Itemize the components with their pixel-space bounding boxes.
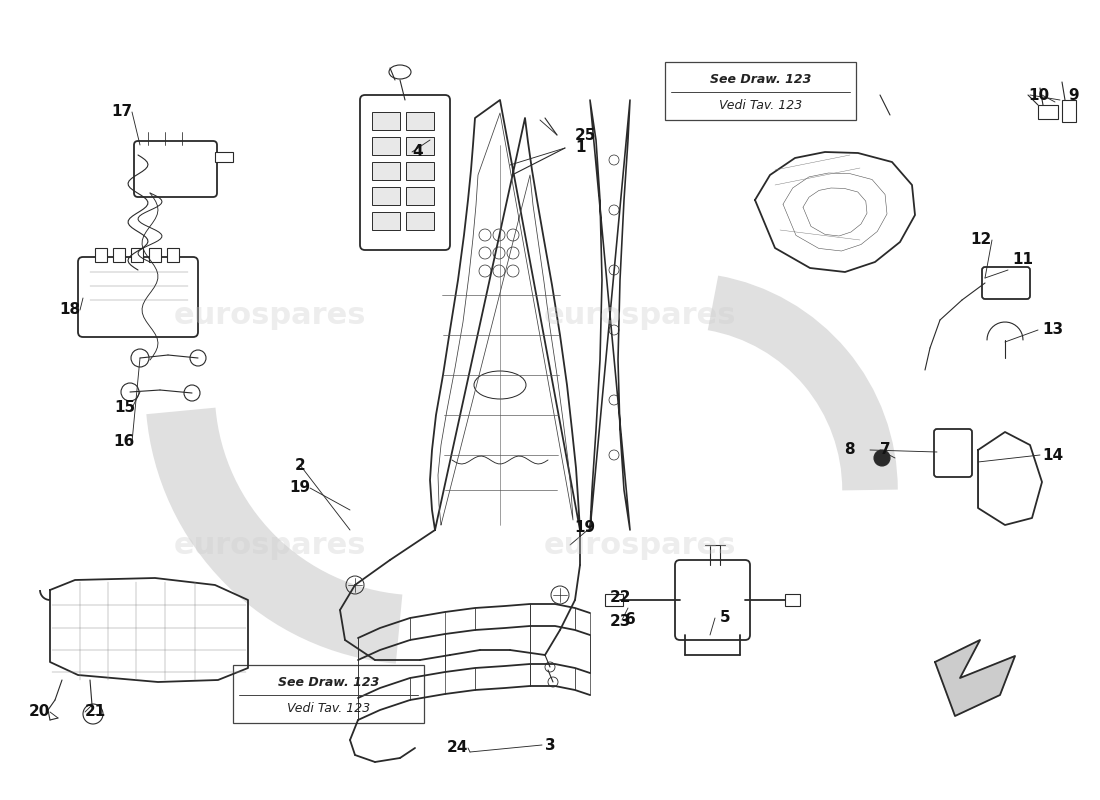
Text: Vedi Tav. 123: Vedi Tav. 123	[719, 99, 802, 112]
Text: 20: 20	[29, 705, 50, 719]
Text: 22: 22	[610, 590, 631, 606]
Circle shape	[874, 450, 890, 466]
Bar	[167, 248, 179, 262]
FancyBboxPatch shape	[360, 95, 450, 250]
Text: 10: 10	[1028, 87, 1049, 102]
Bar	[113, 248, 125, 262]
Polygon shape	[935, 640, 1015, 716]
Text: 16: 16	[113, 434, 135, 450]
Bar	[605, 594, 623, 606]
Text: 14: 14	[1042, 447, 1063, 462]
Text: 9: 9	[1068, 87, 1079, 102]
Bar	[372, 137, 400, 155]
FancyBboxPatch shape	[233, 665, 424, 723]
FancyBboxPatch shape	[78, 257, 198, 337]
Ellipse shape	[389, 65, 411, 79]
Bar	[131, 248, 143, 262]
Text: 8: 8	[845, 442, 855, 458]
Text: eurospares: eurospares	[543, 530, 736, 559]
Text: 17: 17	[111, 105, 132, 119]
Text: 19: 19	[289, 481, 310, 495]
Text: 1: 1	[575, 141, 585, 155]
Bar	[1062, 100, 1076, 122]
Text: 7: 7	[880, 442, 891, 458]
Bar	[406, 212, 434, 230]
Text: eurospares: eurospares	[174, 530, 366, 559]
Bar	[372, 162, 400, 180]
Text: 19: 19	[574, 521, 595, 535]
Text: 12: 12	[970, 233, 992, 247]
Text: 24: 24	[447, 741, 468, 755]
Bar	[406, 112, 434, 130]
Bar	[214, 152, 233, 162]
Text: 6: 6	[625, 613, 636, 627]
Text: 21: 21	[85, 705, 107, 719]
Text: 18: 18	[59, 302, 80, 318]
Text: 15: 15	[114, 401, 135, 415]
Bar	[406, 187, 434, 205]
Text: eurospares: eurospares	[174, 301, 366, 330]
FancyBboxPatch shape	[666, 62, 856, 120]
Text: 11: 11	[1012, 253, 1033, 267]
FancyBboxPatch shape	[982, 267, 1030, 299]
Bar	[372, 187, 400, 205]
Bar	[95, 248, 107, 262]
Text: 5: 5	[720, 610, 730, 626]
Bar	[406, 162, 434, 180]
Text: eurospares: eurospares	[543, 301, 736, 330]
Bar	[1038, 105, 1058, 119]
Text: Vedi Tav. 123: Vedi Tav. 123	[287, 702, 370, 715]
Bar	[372, 212, 400, 230]
Text: See Draw. 123: See Draw. 123	[710, 73, 811, 86]
Bar	[785, 594, 800, 606]
FancyBboxPatch shape	[675, 560, 750, 640]
FancyBboxPatch shape	[134, 141, 217, 197]
Text: 4: 4	[412, 145, 422, 159]
FancyBboxPatch shape	[934, 429, 972, 477]
Text: See Draw. 123: See Draw. 123	[278, 676, 380, 689]
Bar	[372, 112, 400, 130]
Text: 13: 13	[1042, 322, 1063, 338]
Bar	[148, 248, 161, 262]
Text: 2: 2	[295, 458, 305, 473]
Text: 25: 25	[575, 127, 596, 142]
Bar	[406, 137, 434, 155]
Ellipse shape	[474, 371, 526, 399]
Text: 3: 3	[544, 738, 556, 753]
Text: 23: 23	[610, 614, 631, 630]
